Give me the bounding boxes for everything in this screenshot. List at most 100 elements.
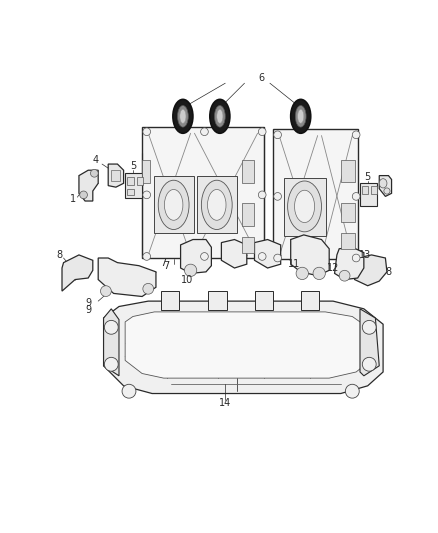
Ellipse shape: [352, 131, 360, 139]
Polygon shape: [79, 170, 98, 201]
Ellipse shape: [215, 106, 225, 127]
Polygon shape: [379, 175, 392, 196]
Bar: [242, 160, 254, 183]
Text: 6: 6: [258, 73, 265, 83]
Text: 11: 11: [288, 259, 300, 269]
Text: 9: 9: [85, 297, 91, 308]
Ellipse shape: [143, 253, 151, 260]
Text: 12: 12: [327, 263, 339, 273]
Bar: [273, 130, 358, 259]
Ellipse shape: [180, 109, 186, 123]
Bar: [341, 233, 355, 249]
Ellipse shape: [295, 106, 306, 127]
Ellipse shape: [217, 109, 223, 123]
Polygon shape: [108, 164, 124, 187]
Ellipse shape: [177, 106, 188, 127]
Ellipse shape: [201, 128, 208, 135]
Polygon shape: [180, 239, 212, 273]
Bar: [371, 187, 377, 194]
Ellipse shape: [379, 179, 387, 188]
Ellipse shape: [164, 189, 183, 220]
Ellipse shape: [100, 286, 111, 296]
Ellipse shape: [143, 128, 151, 135]
Ellipse shape: [173, 99, 193, 133]
Ellipse shape: [274, 192, 282, 200]
Ellipse shape: [288, 181, 321, 232]
Bar: [242, 203, 254, 225]
Bar: [142, 160, 150, 183]
Ellipse shape: [91, 169, 98, 177]
Text: 10: 10: [180, 274, 193, 285]
Ellipse shape: [258, 191, 266, 199]
Bar: [197, 175, 237, 233]
Text: 7: 7: [163, 261, 169, 271]
Bar: [110, 170, 120, 181]
Ellipse shape: [104, 320, 118, 334]
Ellipse shape: [352, 254, 360, 262]
Bar: [254, 291, 273, 310]
Polygon shape: [360, 309, 379, 376]
Bar: [301, 291, 319, 310]
Bar: [154, 175, 194, 233]
Text: 9: 9: [85, 305, 91, 316]
Polygon shape: [103, 309, 119, 376]
Bar: [142, 127, 264, 258]
Bar: [284, 178, 326, 236]
Text: 8: 8: [385, 267, 392, 277]
Bar: [341, 203, 355, 222]
Ellipse shape: [296, 267, 308, 280]
Ellipse shape: [258, 128, 266, 135]
Bar: [127, 189, 134, 195]
Ellipse shape: [339, 270, 350, 281]
Text: 14: 14: [219, 398, 231, 408]
Polygon shape: [221, 239, 247, 268]
Text: 1: 1: [70, 193, 76, 204]
Ellipse shape: [274, 254, 282, 262]
Bar: [208, 291, 227, 310]
Text: 5: 5: [130, 161, 136, 172]
Bar: [242, 237, 254, 253]
Ellipse shape: [346, 384, 359, 398]
Ellipse shape: [274, 131, 282, 139]
Ellipse shape: [143, 284, 154, 294]
Polygon shape: [98, 258, 156, 296]
Polygon shape: [125, 312, 367, 378]
Ellipse shape: [104, 357, 118, 371]
Ellipse shape: [122, 384, 136, 398]
Ellipse shape: [201, 253, 208, 260]
Bar: [360, 183, 377, 206]
Polygon shape: [355, 255, 387, 286]
Ellipse shape: [210, 99, 230, 133]
Bar: [137, 177, 143, 185]
Ellipse shape: [352, 192, 360, 200]
Ellipse shape: [362, 357, 376, 371]
Text: 7: 7: [160, 257, 167, 268]
Bar: [125, 173, 142, 198]
Ellipse shape: [184, 264, 197, 277]
Polygon shape: [335, 247, 364, 280]
Ellipse shape: [208, 189, 226, 220]
Ellipse shape: [258, 253, 266, 260]
Text: 5: 5: [364, 172, 371, 182]
Polygon shape: [62, 255, 93, 291]
Polygon shape: [254, 239, 281, 268]
Ellipse shape: [298, 109, 304, 123]
Ellipse shape: [80, 191, 88, 199]
Ellipse shape: [313, 267, 325, 280]
Ellipse shape: [291, 99, 311, 133]
Polygon shape: [103, 301, 383, 393]
Bar: [161, 291, 179, 310]
Text: 8: 8: [57, 250, 63, 260]
Polygon shape: [291, 235, 329, 276]
Bar: [127, 177, 134, 185]
Text: 4: 4: [93, 155, 99, 165]
Text: 13: 13: [359, 250, 371, 260]
Ellipse shape: [294, 190, 314, 223]
Ellipse shape: [158, 180, 189, 230]
Ellipse shape: [143, 191, 151, 199]
Bar: [362, 187, 368, 194]
Ellipse shape: [201, 180, 232, 230]
Ellipse shape: [362, 320, 376, 334]
Ellipse shape: [384, 188, 390, 194]
Bar: [341, 160, 355, 182]
